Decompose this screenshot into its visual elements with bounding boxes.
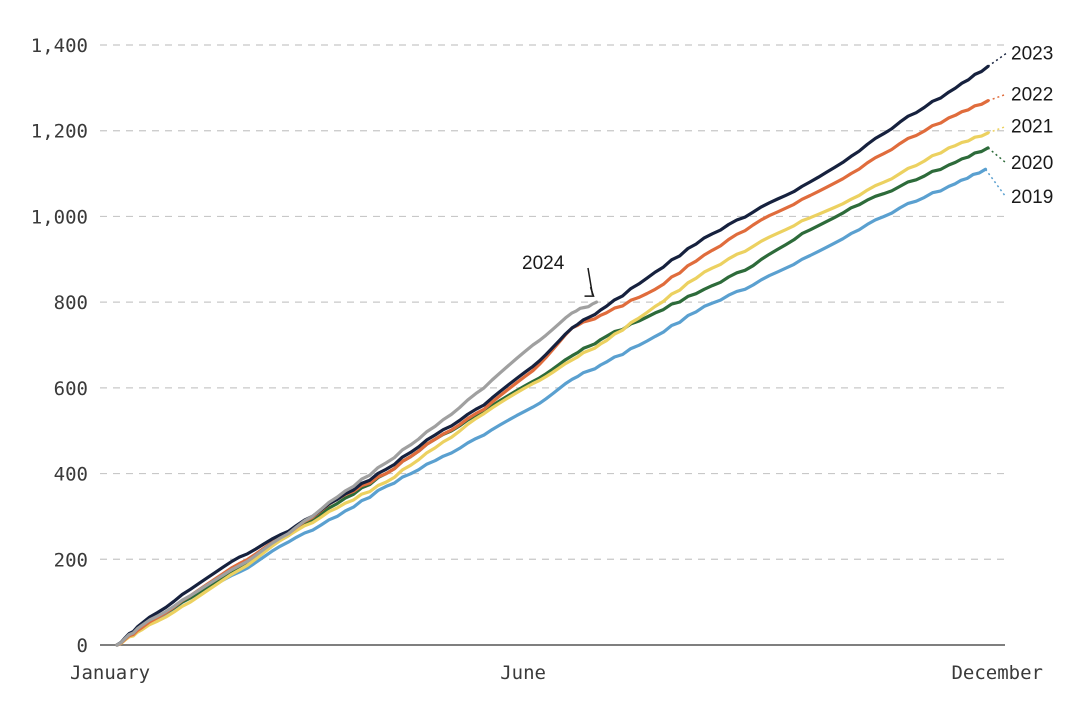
leader-2021	[987, 125, 1007, 134]
leader-2022	[987, 93, 1007, 102]
series-line-2023	[115, 64, 990, 647]
y-tick-label: 800	[54, 292, 88, 314]
y-tick-label: 1,000	[31, 206, 88, 228]
series-label-2024: 2024	[522, 253, 565, 274]
y-tick-label: 0	[77, 635, 88, 657]
series-label-2022: 2022	[1011, 84, 1053, 105]
x-tick-label: December	[951, 662, 1043, 684]
y-tick-label: 1,200	[31, 121, 88, 143]
x-axis-tick-labels: January June December	[70, 662, 1043, 684]
series-line-2021	[115, 131, 990, 647]
series-label-2019: 2019	[1011, 187, 1053, 208]
y-axis-tick-labels: 0 200 400 600 800 1,000 1,200 1,400	[31, 35, 88, 657]
series-line-2019	[115, 167, 988, 647]
series-label-2023: 2023	[1011, 44, 1053, 65]
x-tick-label: January	[70, 662, 150, 684]
y-tick-label: 400	[54, 464, 88, 486]
series-lines	[115, 64, 990, 647]
leader-2019	[984, 168, 1007, 198]
y-tick-label: 600	[54, 378, 88, 400]
series-line-2020	[115, 146, 990, 647]
series-line-2024	[115, 300, 599, 647]
annotation-arrow-head	[584, 286, 595, 297]
series-label-2021: 2021	[1011, 116, 1053, 137]
series-label-2020: 2020	[1011, 153, 1053, 174]
leader-2023	[987, 52, 1007, 68]
series-labels: 2019 2020 2021 2022 2023 2024	[522, 44, 1053, 297]
y-tick-label: 200	[54, 549, 88, 571]
x-tick-label: June	[500, 662, 546, 684]
grid-lines	[100, 44, 1005, 560]
leader-2020	[987, 147, 1007, 164]
y-tick-label: 1,400	[31, 35, 88, 57]
